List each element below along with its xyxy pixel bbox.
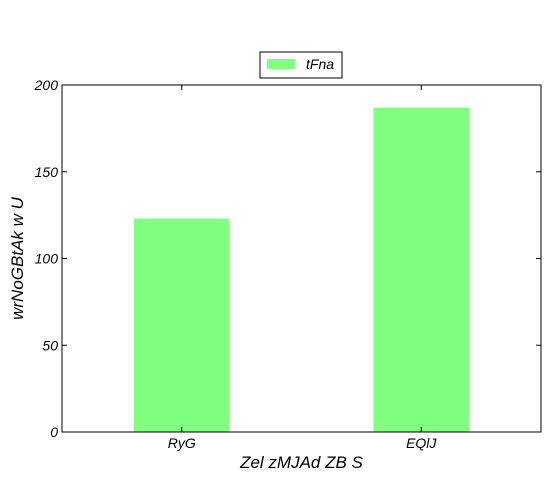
axis-ticks xyxy=(62,84,541,433)
bar-EQlJ xyxy=(373,107,470,433)
y-tick-label: 100 xyxy=(35,251,59,267)
x-tick-label: RyG xyxy=(168,435,196,451)
x-axis-label: Zel zMJAd ZB S xyxy=(239,453,363,472)
legend: tFna xyxy=(259,51,343,79)
y-tick-label: 200 xyxy=(34,77,59,93)
y-tick-label: 0 xyxy=(50,424,58,440)
bar-RyG xyxy=(133,218,230,432)
legend-swatch xyxy=(267,59,295,69)
y-tick-label: 50 xyxy=(42,337,58,353)
x-tick-label: EQlJ xyxy=(406,435,437,451)
legend-label: tFna xyxy=(306,56,334,72)
bars xyxy=(133,107,470,433)
y-tick-labels: 0 50 100 150 200 xyxy=(34,77,59,440)
x-tick-labels: RyG EQlJ xyxy=(168,435,438,451)
y-tick-label: 150 xyxy=(35,164,59,180)
y-axis-label: wrNoGBtAk w U xyxy=(8,196,27,320)
